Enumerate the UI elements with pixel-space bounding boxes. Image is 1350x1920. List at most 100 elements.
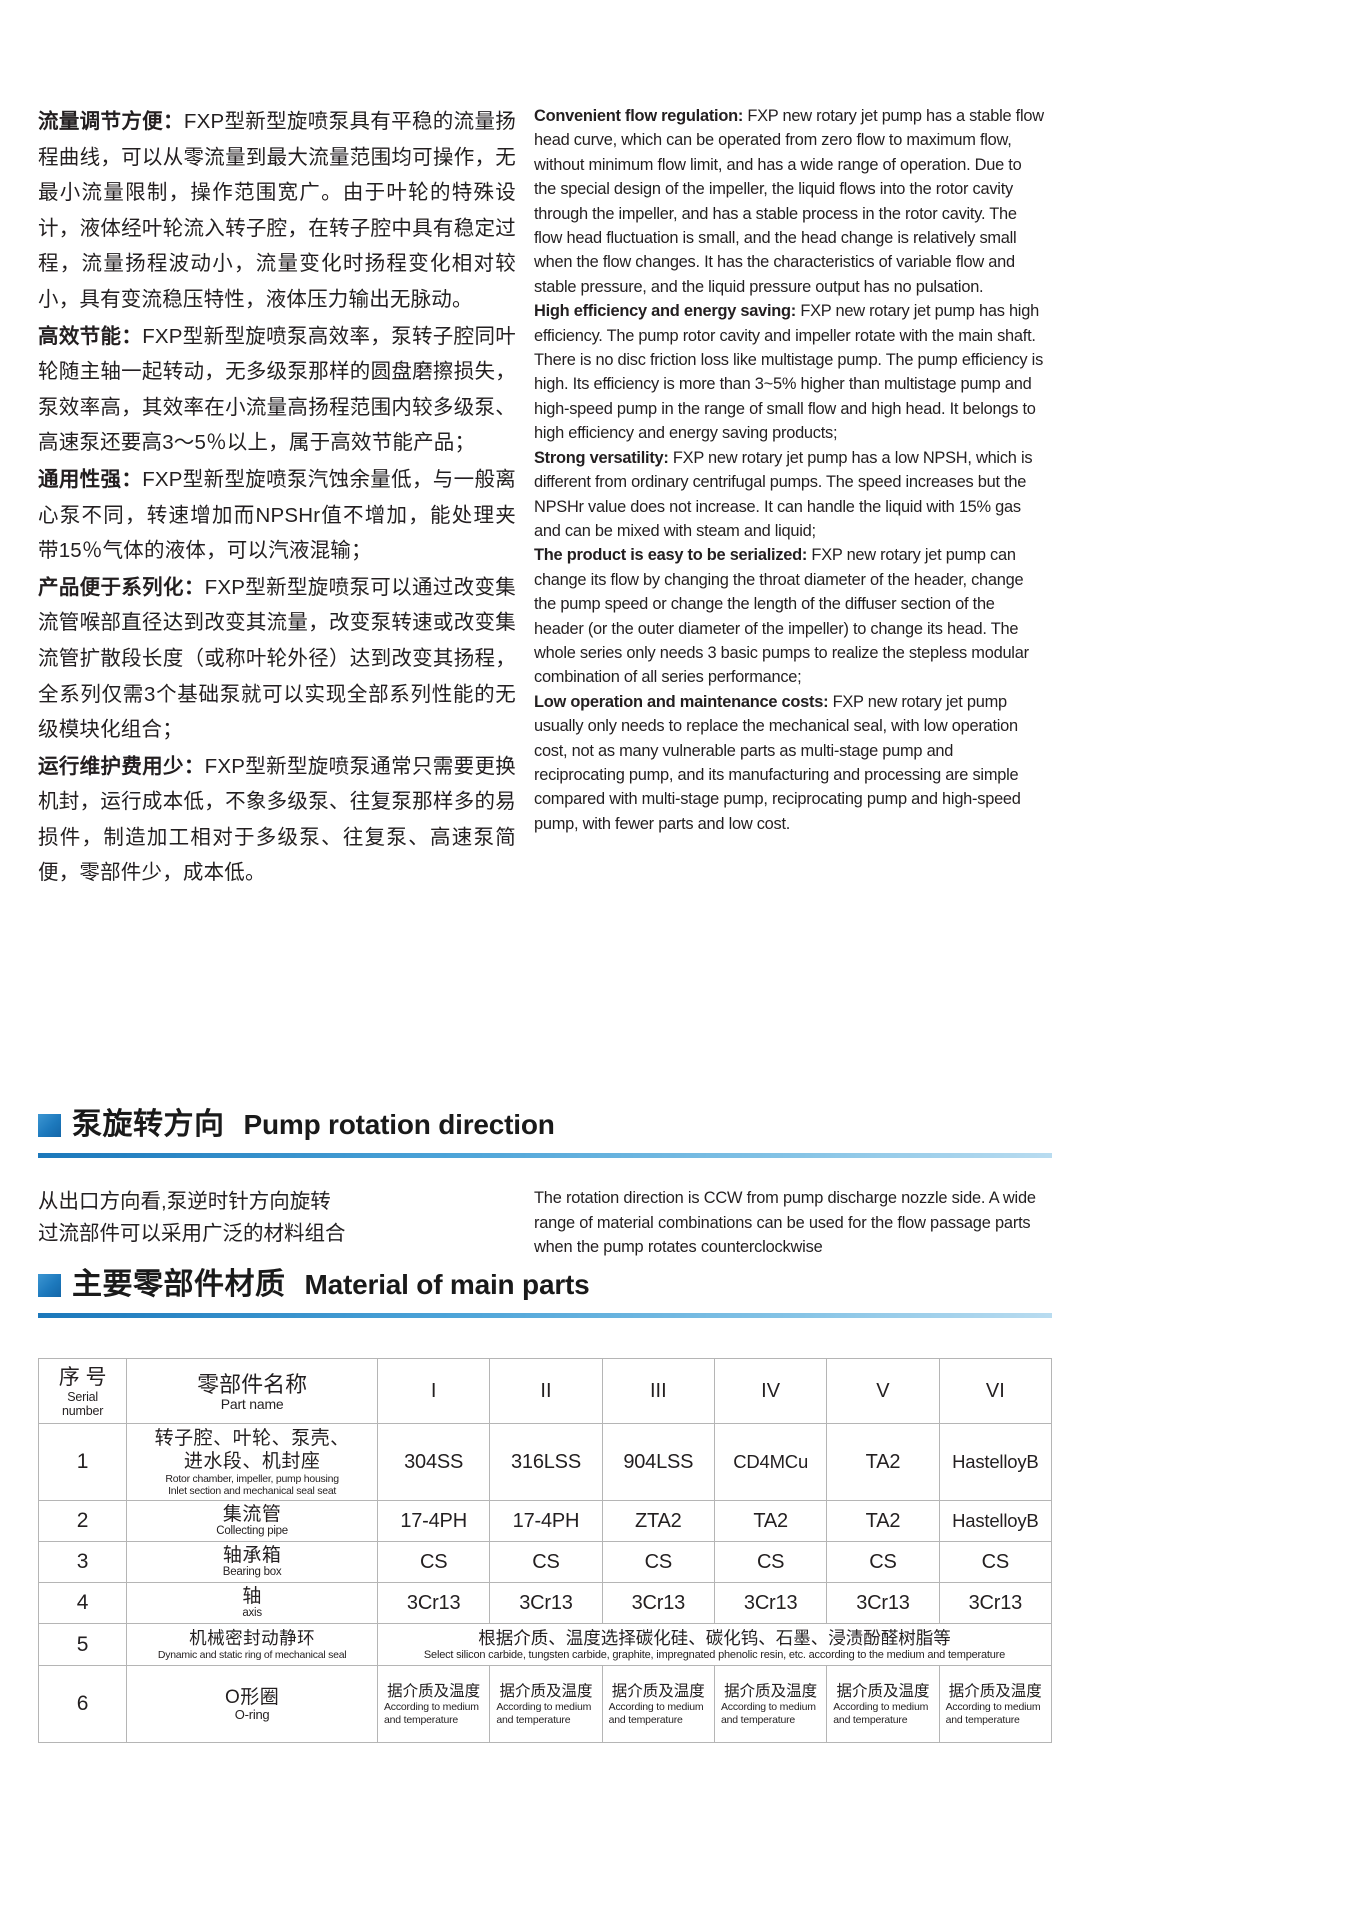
- oring-en: According to medium and temperature: [720, 1701, 816, 1726]
- row-value: 3Cr13: [938, 1582, 1053, 1624]
- th-col-3: III: [601, 1358, 715, 1424]
- row-value: 据介质及温度 According to medium and temperatu…: [489, 1665, 603, 1743]
- feature-body-cn-3: FXP型新型旋喷泵汽蚀余量低，与一般离心泵不同，转速增加而NPSHr值不增加，能…: [38, 467, 517, 563]
- table-row: 3 轴承箱 Bearing box CS CS CS CS CS CS: [37, 1541, 1053, 1583]
- row-serial: 6: [37, 1665, 128, 1743]
- row-value: CS: [601, 1541, 715, 1583]
- section-title-cn-rotation: 泵旋转方向: [72, 1108, 225, 1141]
- section-title-en-rotation: Pump rotation direction: [243, 1109, 555, 1140]
- feature-body-cn-4: FXP型新型旋喷泵可以通过改变集流管喉部直径达到改变其流量，改变泵转速或改变集流…: [38, 575, 516, 742]
- th-col-label: III: [649, 1380, 667, 1402]
- section-divider-rule: [38, 1153, 1052, 1158]
- table-row: 6 O形圈 O-ring 据介质及温度 According to medium …: [37, 1665, 1053, 1743]
- th-part-en: Part name: [220, 1395, 284, 1412]
- row-part-name: 集流管 Collecting pipe: [126, 1500, 378, 1542]
- row-part-cn: 转子腔、叶轮、泵壳、 进水段、机封座: [154, 1428, 350, 1472]
- th-serial-en: Serial number: [62, 1389, 104, 1418]
- oring-cn: 据介质及温度: [611, 1683, 705, 1700]
- feature-paragraph-cn-5: 运行维护费用少：FXP型新型旋喷泵通常只需要更换机封，运行成本低，不象多级泵、往…: [38, 749, 516, 891]
- row-value: ZTA2: [601, 1500, 715, 1542]
- row-value: TA2: [826, 1423, 940, 1501]
- row-value: 据介质及温度 According to medium and temperatu…: [938, 1665, 1053, 1743]
- row-value: 3Cr13: [601, 1582, 715, 1624]
- feature-paragraph-cn-2: 高效节能：FXP型新型旋喷泵高效率，泵转子腔同叶轮随主轴一起转动，无多级泵那样的…: [38, 319, 516, 461]
- oring-en: According to medium and temperature: [496, 1701, 592, 1726]
- row-part-cn: 机械密封动静环: [189, 1628, 316, 1648]
- th-col-4: IV: [713, 1358, 828, 1424]
- row-part-cn: 轴: [242, 1586, 262, 1607]
- feature-body-en-2: FXP new rotary jet pump has high efficie…: [534, 302, 1044, 443]
- feature-title-cn-2: 高效节能：: [38, 324, 143, 348]
- th-col-label: II: [540, 1380, 552, 1402]
- row-value: 304SS: [376, 1423, 491, 1501]
- oring-en: According to medium and temperature: [383, 1701, 479, 1726]
- row-part-en: Dynamic and static ring of mechanical se…: [157, 1649, 347, 1661]
- feature-body-en-5: FXP new rotary jet pump usually only nee…: [534, 692, 1021, 833]
- row-value: CD4MCu: [713, 1423, 828, 1501]
- row-part-cn: 轴承箱: [222, 1545, 282, 1566]
- section-title-cn-material: 主要零部件材质: [72, 1268, 286, 1301]
- table-row: 4 轴 axis 3Cr13 3Cr13 3Cr13 3Cr13 3Cr13 3…: [37, 1582, 1053, 1624]
- row-serial: 5: [37, 1623, 128, 1666]
- row-part-name: 轴承箱 Bearing box: [126, 1541, 378, 1583]
- row-value: 3Cr13: [713, 1582, 828, 1624]
- features-english-column: Convenient flow regulation: FXP new rota…: [534, 104, 1044, 892]
- th-serial-cn: 序 号: [58, 1365, 107, 1389]
- row-part-name: 转子腔、叶轮、泵壳、 进水段、机封座 Rotor chamber, impell…: [126, 1423, 378, 1501]
- th-col-label: VI: [985, 1380, 1005, 1402]
- row-value: 904LSS: [601, 1423, 715, 1501]
- features-section: 流量调节方便：FXP型新型旋喷泵具有平稳的流量扬程曲线，可以从零流量到最大流量范…: [38, 104, 1052, 892]
- row-span-cn: 根据介质、温度选择碳化硅、碳化钨、石墨、浸渍酚醛树脂等: [478, 1628, 951, 1648]
- row-part-en: O-ring: [234, 1707, 270, 1722]
- row-part-name: 轴 axis: [126, 1582, 378, 1624]
- feature-paragraph-cn-1: 流量调节方便：FXP型新型旋喷泵具有平稳的流量扬程曲线，可以从零流量到最大流量范…: [38, 104, 516, 318]
- row-value: CS: [713, 1541, 828, 1583]
- rotation-text-en: The rotation direction is CCW from pump …: [534, 1189, 1036, 1256]
- row-value: HastelloyB: [938, 1500, 1053, 1542]
- rotation-text-cn: 从出口方向看,泵逆时针方向旋转 过流部件可以采用广泛的材料组合: [38, 1190, 346, 1245]
- feature-paragraph-en-4: The product is easy to be serialized: FX…: [534, 543, 1044, 689]
- feature-body-en-4: FXP new rotary jet pump can change its f…: [534, 546, 1029, 687]
- th-col-6: VI: [938, 1358, 1053, 1424]
- row-value: CS: [489, 1541, 603, 1583]
- oring-en: According to medium and temperature: [945, 1701, 1041, 1726]
- th-col-1: I: [376, 1358, 491, 1424]
- feature-title-en-5: Low operation and maintenance costs:: [534, 692, 829, 711]
- row-part-cn: 集流管: [222, 1504, 282, 1525]
- row-value: 据介质及温度 According to medium and temperatu…: [601, 1665, 715, 1743]
- row-part-en: axis: [242, 1607, 262, 1619]
- oring-en: According to medium and temperature: [833, 1701, 929, 1726]
- section-header-row: 泵旋转方向 Pump rotation direction: [38, 1104, 1052, 1146]
- th-serial: 序 号 Serial number: [37, 1358, 128, 1424]
- oring-cn: 据介质及温度: [499, 1683, 593, 1700]
- row-part-cn: O形圈: [224, 1687, 280, 1708]
- feature-body-cn-2: FXP型新型旋喷泵高效率，泵转子腔同叶轮随主轴一起转动，无多级泵那样的圆盘磨擦损…: [38, 324, 517, 455]
- feature-body-en-3: FXP new rotary jet pump has a low NPSH, …: [534, 448, 1033, 540]
- row-part-name: 机械密封动静环 Dynamic and static ring of mecha…: [126, 1623, 378, 1666]
- row-value: 3Cr13: [826, 1582, 940, 1624]
- row-value: CS: [376, 1541, 491, 1583]
- th-col-label: I: [430, 1380, 437, 1402]
- section-divider-rule: [38, 1313, 1052, 1318]
- row-value: 据介质及温度 According to medium and temperatu…: [826, 1665, 940, 1743]
- feature-title-cn-4: 产品便于系列化：: [38, 575, 205, 599]
- rotation-description-block: 从出口方向看,泵逆时针方向旋转 过流部件可以采用广泛的材料组合 The rota…: [38, 1186, 1052, 1260]
- oring-cn: 据介质及温度: [387, 1683, 481, 1700]
- table-row: 1 转子腔、叶轮、泵壳、 进水段、机封座 Rotor chamber, impe…: [37, 1423, 1053, 1501]
- section-header-material: 主要零部件材质 Material of main parts: [38, 1264, 1052, 1318]
- row-serial: 3: [37, 1541, 128, 1583]
- th-col-2: II: [489, 1358, 603, 1424]
- oring-en: According to medium and temperature: [608, 1701, 704, 1726]
- row-value: 17-4PH: [376, 1500, 491, 1542]
- row-value: CS: [826, 1541, 940, 1583]
- section-header-pump-rotation: 泵旋转方向 Pump rotation direction: [38, 1104, 1052, 1158]
- row-value: CS: [938, 1541, 1053, 1583]
- feature-body-cn-5: FXP型新型旋喷泵通常只需要更换机封，运行成本低，不象多级泵、往复泵那样多的易损…: [38, 754, 516, 885]
- row-value: 3Cr13: [489, 1582, 603, 1624]
- row-span-value: 根据介质、温度选择碳化硅、碳化钨、石墨、浸渍酚醛树脂等 Select silic…: [376, 1623, 1053, 1666]
- feature-title-cn-3: 通用性强：: [38, 467, 143, 491]
- oring-cn: 据介质及温度: [948, 1683, 1042, 1700]
- row-part-en: Collecting pipe: [216, 1525, 288, 1537]
- feature-paragraph-en-2: High efficiency and energy saving: FXP n…: [534, 299, 1044, 445]
